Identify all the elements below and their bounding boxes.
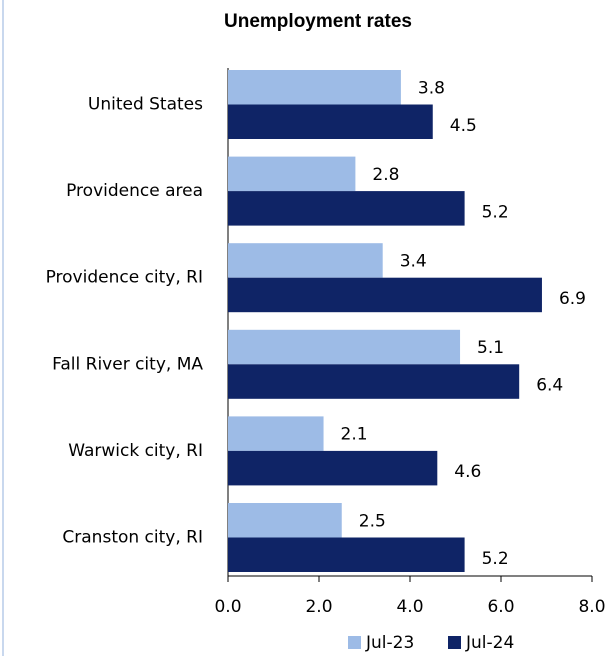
data-label: 3.8 (418, 78, 445, 98)
x-tick-label: 8.0 (578, 597, 605, 617)
data-label: 2.8 (372, 165, 399, 185)
data-label: 5.1 (477, 338, 504, 358)
bar (228, 537, 465, 572)
bar (228, 277, 542, 313)
x-tick-label: 0.0 (214, 597, 241, 617)
bar (228, 364, 520, 399)
x-tick-label: 2.0 (305, 597, 332, 617)
y-tick-label: Fall River city, MA (52, 354, 203, 374)
bar (228, 450, 438, 486)
y-tick-label: Providence area (66, 181, 203, 201)
y-tick-label: Cranston city, RI (62, 528, 203, 548)
y-tick-label: Providence city, RI (46, 268, 203, 288)
bar (228, 503, 342, 538)
data-label: 6.4 (536, 376, 563, 396)
y-tick-label: Warwick city, RI (68, 441, 203, 461)
bar (228, 104, 433, 139)
x-tick-label: 4.0 (396, 597, 423, 617)
bar (228, 416, 324, 451)
bar (228, 329, 461, 365)
chart-title: Unemployment rates (224, 11, 412, 32)
data-label: 3.4 (400, 251, 427, 271)
bar (228, 156, 356, 192)
data-label: 2.5 (359, 511, 386, 531)
legend-label: Jul-23 (365, 633, 414, 653)
data-label: 6.9 (559, 289, 586, 309)
x-tick-label: 6.0 (487, 597, 514, 617)
data-label: 4.5 (450, 116, 477, 136)
y-tick-label: United States (88, 95, 203, 115)
legend-swatch (448, 636, 461, 649)
data-label: 5.2 (482, 202, 509, 222)
legend-label: Jul-24 (465, 633, 514, 653)
bar (228, 243, 383, 278)
legend-swatch (348, 636, 361, 649)
data-label: 2.1 (341, 425, 368, 445)
data-label: 4.6 (454, 462, 481, 482)
bar (228, 191, 465, 226)
data-label: 5.2 (482, 549, 509, 569)
bar (228, 70, 401, 105)
